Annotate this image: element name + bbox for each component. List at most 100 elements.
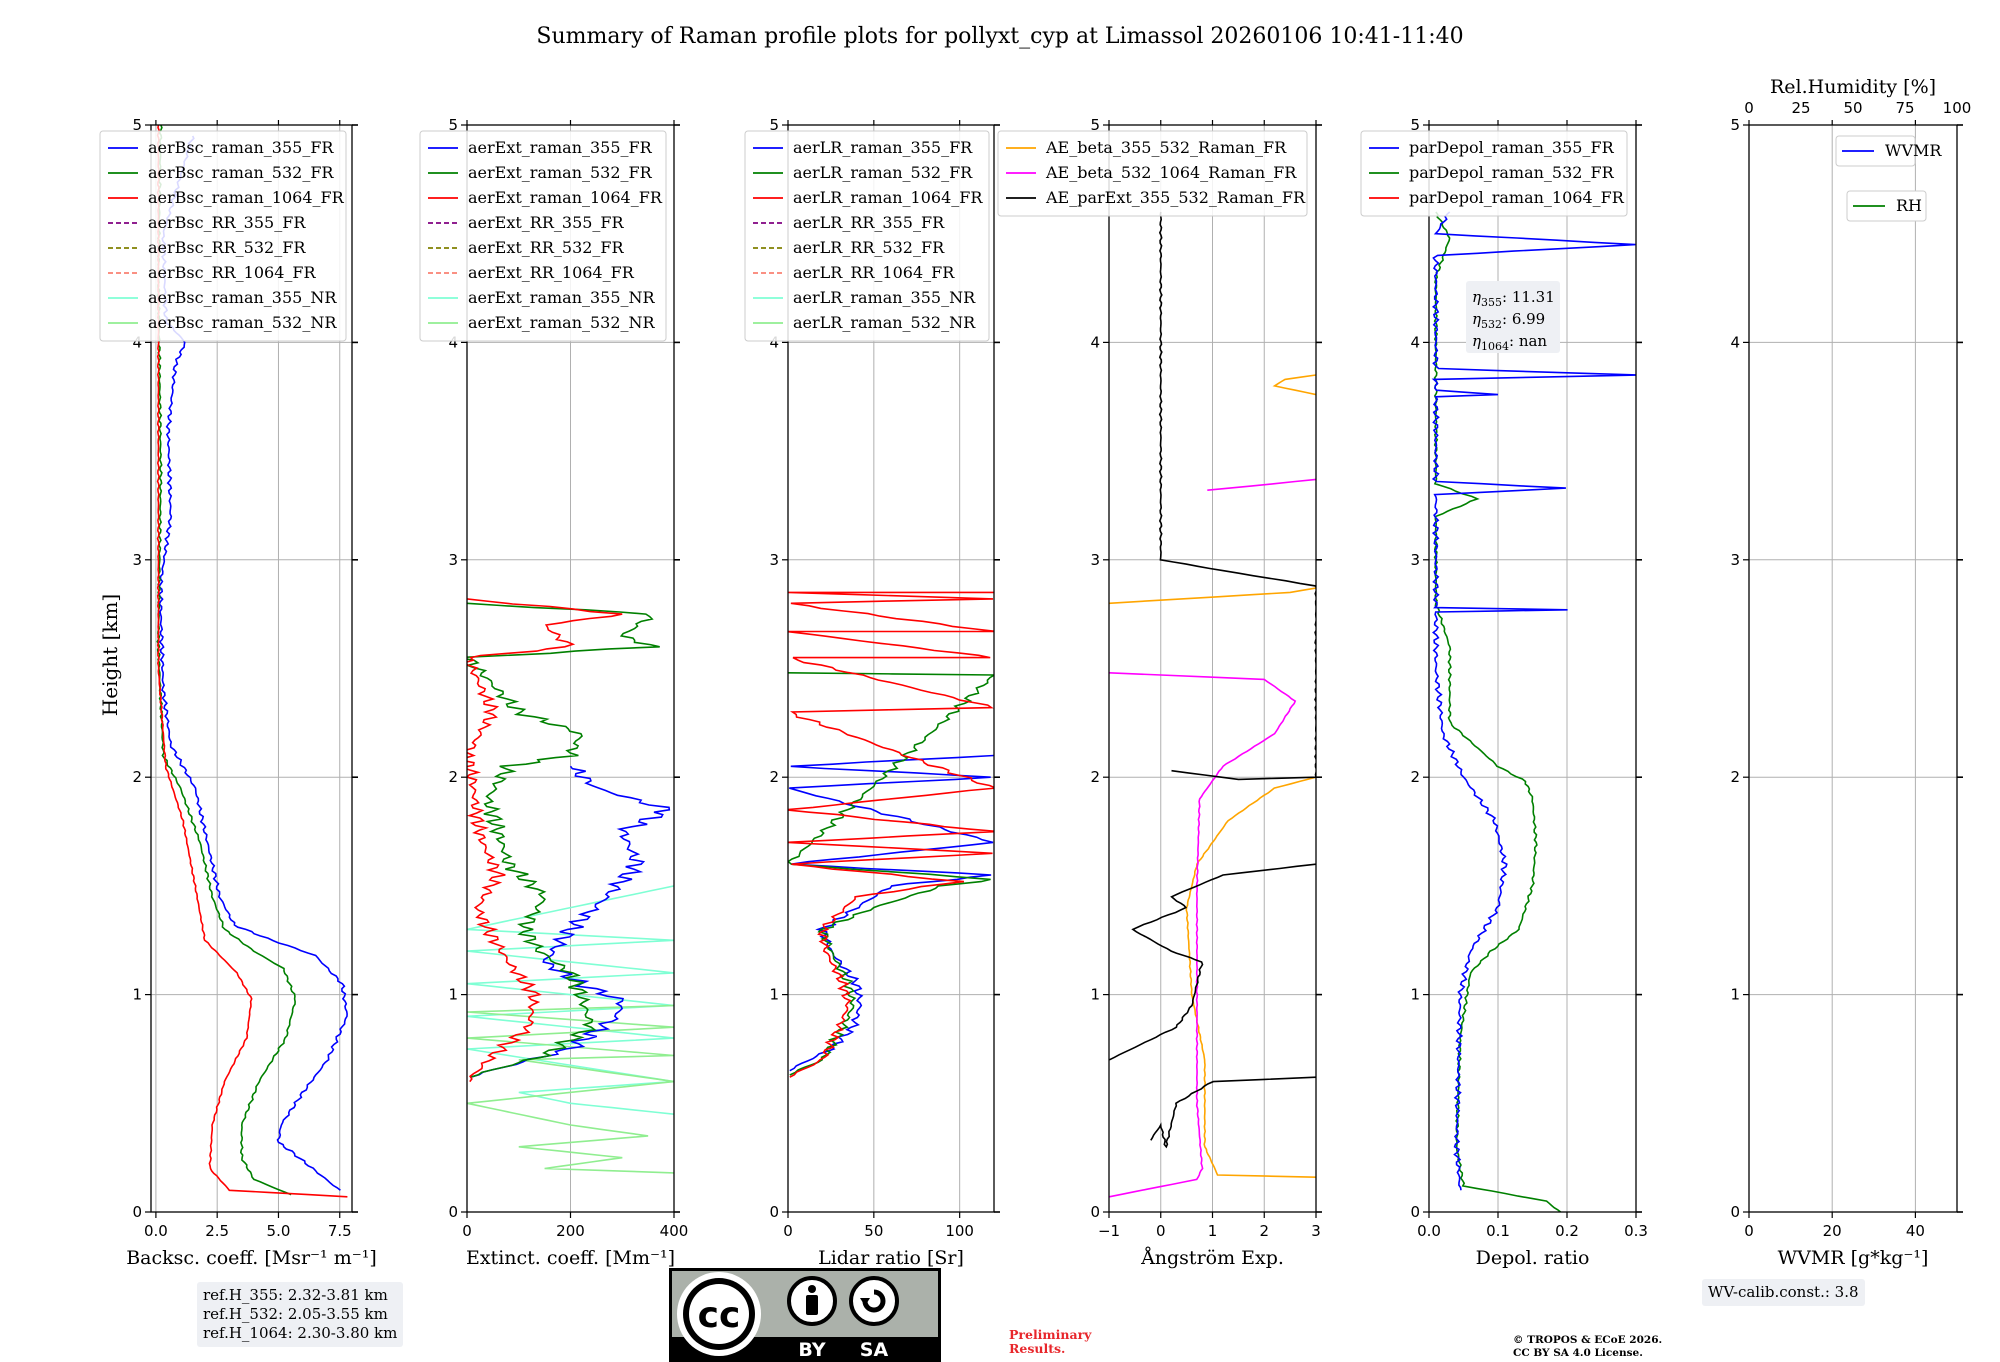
panel-dep: 0.0 0.1 0.2 0.3 0 1 2 3 4 5 Depol. ratio parDepol_r… [1360, 116, 1648, 1269]
y-axis-label: Height [km] [98, 594, 122, 716]
figure-title: Summary of Raman profile plots for polly… [536, 24, 1463, 49]
x-axis-label: Ångström Exp. [1140, 1247, 1284, 1269]
x-tick-label: 0 [1156, 1222, 1166, 1240]
series-line-aerLR_raman_532_FR [788, 672, 994, 1076]
top-x-tick-label: 75 [1895, 99, 1914, 117]
axes-frame [1748, 124, 1958, 1213]
y-tick-label: 2 [1090, 768, 1100, 786]
legend-label: aerExt_RR_532_FR [468, 238, 625, 257]
series-group [788, 591, 994, 1078]
legend-frame [997, 130, 1308, 217]
panel-bsc: 0.0 2.5 5.0 7.5 0 1 2 3 4 5 Backsc. coeff. [Msr⁻¹ … [99, 116, 377, 1269]
y-tick-label: 1 [448, 986, 458, 1004]
y-tick-label: 3 [448, 551, 458, 569]
x-axis-label: Backsc. coeff. [Msr⁻¹ m⁻¹] [126, 1247, 377, 1269]
y-tick-label: 3 [769, 551, 779, 569]
legend-label: aerExt_RR_1064_FR [468, 263, 635, 282]
preliminary-results-note: Preliminary Results. [1009, 1328, 1119, 1356]
series-line-AE_parExt_355_532_Raman_FR [1150, 1076, 1316, 1149]
y-tick-label: 2 [448, 768, 458, 786]
y-tick-label: 3 [1090, 551, 1100, 569]
copyright-line: © TROPOS & ECoE 2026. [1513, 1334, 1663, 1346]
x-tick-label: 100 [945, 1222, 974, 1240]
y-tick-label: 0 [769, 1203, 779, 1221]
y-tick-label: 0 [1410, 1203, 1420, 1221]
series-line-AE_beta_355_532_mid [1109, 587, 1316, 605]
x-tick-label: 0.0 [1417, 1222, 1441, 1240]
y-tick-label: 4 [769, 333, 779, 351]
axes-frame [150, 124, 353, 1213]
y-tick-label: 0 [448, 1203, 458, 1221]
y-tick-label: 1 [769, 986, 779, 1004]
axes-frame [1428, 124, 1637, 1213]
legend-label: aerLR_RR_532_FR [793, 238, 945, 257]
y-tick-label: 5 [1730, 116, 1740, 134]
eta-annotation-line: η1064: nan [1472, 332, 1547, 353]
legend-label: aerLR_raman_1064_FR [793, 188, 983, 207]
series-line-parDepol_raman_355_FR [1431, 211, 1636, 1191]
legend-label: aerExt_raman_355_FR [468, 138, 653, 157]
legend-label: aerLR_RR_355_FR [793, 213, 945, 232]
y-tick-label: 5 [769, 116, 779, 134]
copyright-license: © TROPOS & ECoE 2026. CC BY SA 4.0 Licen… [1513, 1334, 1662, 1360]
sa-label: SA [860, 1339, 889, 1361]
x-tick-label: 0.2 [1555, 1222, 1579, 1240]
series-group [1431, 211, 1636, 1212]
preliminary-line-2: Results. [1009, 1341, 1066, 1356]
x-tick-label: 400 [660, 1222, 689, 1240]
legend-label: aerBsc_raman_1064_FR [148, 188, 345, 207]
legend-label: aerExt_RR_355_FR [468, 213, 625, 232]
legend-label: AE_beta_532_1064_Raman_FR [1045, 163, 1297, 182]
series-line-aerLR_raman_1064_FR [788, 591, 994, 1078]
axes-frame [787, 124, 995, 1213]
legend-label: aerBsc_raman_355_FR [148, 138, 334, 157]
x-tick-label: 0 [783, 1222, 793, 1240]
legend-label: AE_beta_355_532_Raman_FR [1045, 138, 1287, 157]
legend-label: RH [1896, 196, 1922, 215]
cc-by-sa-badge: cc BY SA [669, 1268, 941, 1362]
cc-label: cc [698, 1295, 741, 1336]
x-tick-label: 2.5 [205, 1222, 229, 1240]
legend-frame [99, 130, 347, 342]
reference-height-box: ref.H_355: 2.32-3.81 km ref.H_532: 2.05-… [197, 1282, 404, 1347]
legend-label: aerLR_raman_532_FR [793, 163, 973, 182]
preliminary-line-1: Preliminary [1009, 1327, 1092, 1342]
ref-height-532: ref.H_532: 2.05-3.55 km [203, 1305, 388, 1323]
top-x-tick-label: 25 [1791, 99, 1810, 117]
y-tick-label: 3 [132, 551, 142, 569]
series-line-AE_beta_532_1064_mid [1207, 478, 1316, 491]
legend-label: aerBsc_raman_532_FR [148, 163, 334, 182]
y-tick-label: 4 [1090, 333, 1100, 351]
legend-label: aerBsc_raman_532_NR [148, 313, 337, 332]
legend-label: aerBsc_RR_355_FR [148, 213, 306, 232]
eta-annotation-line: η355: 11.31 [1472, 288, 1555, 309]
legend: aerLR_raman_355_FR aerLR_raman_532_FR aerL… [744, 130, 990, 342]
legend: AE_beta_355_532_Raman_FR AE_beta_532_1064… [997, 130, 1308, 217]
legend-label: aerExt_raman_355_NR [468, 288, 656, 307]
legend-label: AE_parExt_355_532_Raman_FR [1045, 188, 1306, 207]
series-line-AE_beta_355_532_Raman_FR [1185, 772, 1316, 1178]
legend-frame-rh [1846, 190, 1927, 222]
legend-label: WVMR [1885, 141, 1942, 160]
y-tick-label: 2 [1730, 768, 1740, 786]
series-group [467, 598, 674, 1174]
legend-frame [419, 130, 667, 342]
eta-annotation-line: η532: 6.99 [1472, 310, 1545, 331]
legend: WVMR RH [1835, 135, 1942, 222]
x-tick-label: 1 [1208, 1222, 1218, 1240]
legend-label: aerExt_raman_532_FR [468, 163, 653, 182]
legend-label: aerLR_raman_355_NR [793, 288, 976, 307]
x-tick-label: 200 [556, 1222, 585, 1240]
y-tick-label: 4 [1730, 333, 1740, 351]
y-tick-label: 4 [1410, 333, 1420, 351]
x-tick-label: 3 [1311, 1222, 1321, 1240]
top-x-tick-label: 50 [1843, 99, 1862, 117]
y-tick-label: 2 [132, 768, 142, 786]
x-axis-label: Depol. ratio [1476, 1247, 1590, 1269]
legend-label: aerBsc_raman_355_NR [148, 288, 337, 307]
legend-label: aerExt_raman_532_NR [468, 313, 656, 332]
legend-frame [744, 130, 990, 342]
x-tick-label: 0.3 [1624, 1222, 1648, 1240]
